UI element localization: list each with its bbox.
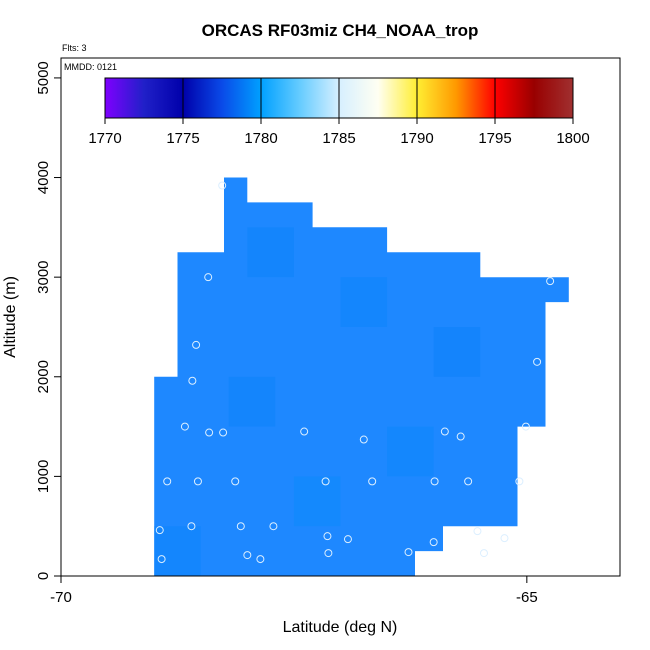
sample-point xyxy=(163,477,172,486)
sample-point xyxy=(157,555,166,564)
coverage-area xyxy=(154,177,569,576)
colorbar-tick-label: 1770 xyxy=(88,130,121,147)
heat-cell xyxy=(387,426,434,477)
flights-label: Flts: 3 xyxy=(62,43,87,53)
heat-cell xyxy=(228,376,276,427)
sample-point xyxy=(155,526,164,535)
colorbar-tick-label: 1795 xyxy=(478,130,511,147)
heat-cell xyxy=(293,476,341,527)
colorbar-tick-label: 1775 xyxy=(166,130,199,147)
sample-point xyxy=(533,357,542,366)
date-label: MMDD: 0121 xyxy=(64,62,117,72)
sample-point xyxy=(300,427,309,436)
sample-point xyxy=(473,527,482,536)
sample-point xyxy=(204,273,213,282)
y-axis: 0 1000 2000 3000 4000 5000 xyxy=(35,61,61,580)
sample-point xyxy=(256,555,265,564)
sample-point xyxy=(323,532,332,541)
x-axis: -70 -65 xyxy=(50,576,538,606)
sample-point xyxy=(324,549,333,558)
colorbar: 1770 1775 1780 1785 1790 1795 1800 xyxy=(88,77,590,147)
colorbar-tick-label: 1780 xyxy=(244,130,277,147)
y-tick-label: 5000 xyxy=(35,61,52,94)
sample-point xyxy=(368,477,377,486)
sample-point xyxy=(521,422,530,431)
sample-point xyxy=(479,549,488,558)
sample-point xyxy=(456,432,465,441)
sample-point xyxy=(464,477,473,486)
sample-point xyxy=(404,548,413,557)
sample-point xyxy=(359,435,368,444)
sample-point xyxy=(440,427,449,436)
sample-point xyxy=(188,376,197,385)
heat-cell xyxy=(433,326,481,377)
sample-point xyxy=(187,522,196,531)
sample-point xyxy=(236,522,245,531)
sample-point xyxy=(429,538,438,547)
sample-point xyxy=(515,477,524,486)
sample-point xyxy=(243,551,252,560)
sample-point xyxy=(430,477,439,486)
colorbar-tick-label: 1790 xyxy=(400,130,433,147)
colorbar-tick-label: 1785 xyxy=(322,130,355,147)
sample-point xyxy=(321,477,330,486)
sample-point xyxy=(343,535,352,544)
y-tick-label: 3000 xyxy=(35,260,52,293)
colorbar-ticks: 1770 1775 1780 1785 1790 1795 1800 xyxy=(88,78,590,147)
sample-points xyxy=(155,181,555,564)
sample-point xyxy=(546,277,555,286)
coverage-field xyxy=(154,177,569,576)
y-tick-label: 1000 xyxy=(35,460,52,493)
chart-title: ORCAS RF03miz CH4_NOAA_trop xyxy=(202,21,479,40)
y-tick-label: 0 xyxy=(35,572,52,580)
x-tick-label: -70 xyxy=(50,589,72,606)
heat-cell xyxy=(154,526,201,576)
sample-point xyxy=(269,522,278,531)
plot-frame xyxy=(60,57,621,577)
y-tick-label: 4000 xyxy=(35,161,52,194)
sample-point xyxy=(180,422,189,431)
heat-cell xyxy=(340,277,388,327)
sample-point xyxy=(219,428,228,437)
sample-point xyxy=(500,534,509,543)
sample-point xyxy=(193,477,202,486)
x-tick-label: -65 xyxy=(516,589,538,606)
x-axis-label: Latitude (deg N) xyxy=(283,619,398,636)
sample-point xyxy=(192,340,201,349)
heat-cell xyxy=(247,227,294,278)
sample-point xyxy=(231,477,240,486)
sample-point xyxy=(205,428,214,437)
sample-point xyxy=(218,181,227,190)
colorbar-tick-label: 1800 xyxy=(556,130,589,147)
y-axis-label: Altitude (m) xyxy=(2,276,19,358)
y-tick-label: 2000 xyxy=(35,360,52,393)
